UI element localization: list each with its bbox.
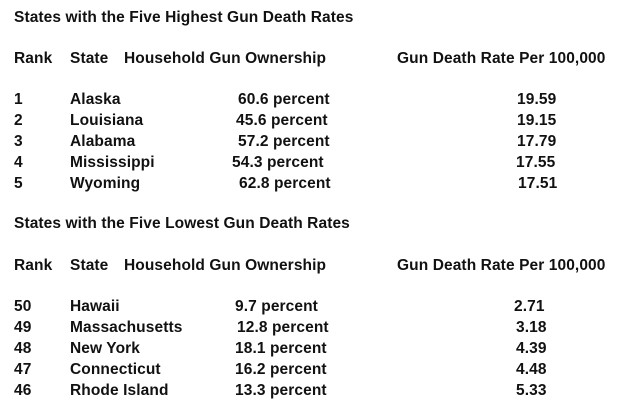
lowest-row-rate: 4.39 (516, 340, 547, 357)
lowest-section-title: States with the Five Lowest Gun Death Ra… (14, 215, 350, 232)
lowest-header-state: State (70, 257, 109, 274)
highest-row-rank: 5 (14, 175, 23, 192)
highest-row-rank: 2 (14, 112, 23, 129)
lowest-row-state: Connecticut (70, 361, 161, 378)
highest-row-ownership: 54.3 percent (232, 154, 324, 171)
highest-row-rate: 19.59 (517, 91, 557, 108)
highest-row-rank: 1 (14, 91, 23, 108)
highest-row-rate: 19.15 (517, 112, 557, 129)
highest-row-rate: 17.79 (517, 133, 557, 150)
lowest-header-rate: Gun Death Rate Per 100,000 (397, 257, 606, 274)
lowest-row-ownership: 13.3 percent (235, 382, 327, 399)
highest-row-state: Mississippi (70, 154, 155, 171)
highest-header-state: State (70, 50, 109, 67)
lowest-row-rate: 2.71 (514, 298, 545, 315)
highest-row-ownership: 62.8 percent (239, 175, 331, 192)
lowest-row-rank: 50 (14, 298, 32, 315)
lowest-header-rank: Rank (14, 257, 53, 274)
lowest-row-ownership: 12.8 percent (237, 319, 329, 336)
lowest-row-state: New York (70, 340, 141, 357)
highest-row-state: Louisiana (70, 112, 144, 129)
lowest-row-state: Hawaii (70, 298, 120, 315)
highest-header-ownership: Household Gun Ownership (124, 50, 327, 67)
lowest-row-ownership: 18.1 percent (235, 340, 327, 357)
lowest-row-rank: 46 (14, 382, 32, 399)
lowest-row-rank: 48 (14, 340, 32, 357)
lowest-row-rate: 5.33 (516, 382, 547, 399)
lowest-row-rank: 47 (14, 361, 32, 378)
lowest-row-rank: 49 (14, 319, 32, 336)
highest-row-state: Wyoming (70, 175, 141, 192)
highest-row-state: Alaska (70, 91, 121, 108)
lowest-row-state: Rhode Island (70, 382, 169, 399)
highest-row-rate: 17.51 (518, 175, 558, 192)
lowest-row-rate: 4.48 (516, 361, 547, 378)
lowest-row-ownership: 16.2 percent (235, 361, 327, 378)
highest-row-state: Alabama (70, 133, 136, 150)
highest-header-rank: Rank (14, 50, 53, 67)
highest-row-ownership: 60.6 percent (238, 91, 330, 108)
highest-row-rank: 4 (14, 154, 23, 171)
highest-row-rate: 17.55 (516, 154, 556, 171)
lowest-row-rate: 3.18 (516, 319, 547, 336)
lowest-row-state: Massachusetts (70, 319, 183, 336)
highest-row-ownership: 45.6 percent (236, 112, 328, 129)
highest-row-ownership: 57.2 percent (238, 133, 330, 150)
highest-section-title: States with the Five Highest Gun Death R… (14, 9, 354, 26)
lowest-row-ownership: 9.7 percent (235, 298, 318, 315)
highest-row-rank: 3 (14, 133, 23, 150)
lowest-header-ownership: Household Gun Ownership (124, 257, 327, 274)
highest-header-rate: Gun Death Rate Per 100,000 (397, 50, 606, 67)
